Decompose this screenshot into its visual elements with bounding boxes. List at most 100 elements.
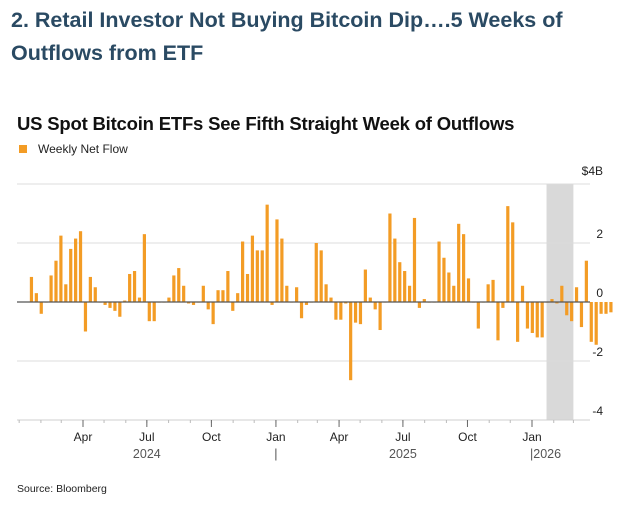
bar — [255, 250, 259, 303]
bar — [506, 206, 510, 303]
bar — [275, 219, 279, 302]
chart-title: US Spot Bitcoin ETFs See Fifth Straight … — [17, 113, 515, 134]
bar — [285, 285, 289, 302]
bar — [206, 302, 210, 310]
bar — [520, 285, 525, 302]
bar — [191, 302, 196, 305]
x-year-label: 2025 — [389, 447, 417, 461]
bar — [123, 300, 127, 302]
bar — [398, 262, 402, 303]
bars-layer — [29, 204, 613, 381]
bar — [599, 302, 603, 314]
bar — [363, 269, 367, 302]
bar — [417, 302, 421, 308]
bar — [358, 302, 363, 325]
bar — [393, 238, 397, 302]
bar — [231, 302, 235, 311]
bar — [226, 271, 230, 302]
bar — [329, 297, 333, 302]
x-tick-label: Jul — [395, 430, 410, 444]
bar — [604, 302, 608, 314]
bar — [422, 299, 426, 302]
bar — [201, 285, 205, 302]
bar — [579, 302, 584, 328]
x-tick-label: Jan — [266, 430, 285, 444]
bar — [39, 302, 43, 314]
x-tick-label: Oct — [202, 430, 221, 444]
bar — [177, 268, 181, 302]
legend-label-weekly-net-flow: Weekly Net Flow — [38, 142, 128, 156]
bar — [442, 257, 446, 302]
chart-legend: Weekly Net Flow — [19, 142, 128, 156]
bar — [530, 302, 534, 333]
bar — [349, 302, 353, 381]
bar — [186, 302, 191, 304]
bar — [103, 302, 107, 305]
bar — [83, 302, 88, 332]
bar — [403, 271, 407, 302]
bar — [353, 302, 358, 323]
y-tick-label: -2 — [592, 345, 603, 359]
bar — [34, 293, 38, 302]
y-tick-label: 0 — [596, 286, 603, 300]
bar — [216, 290, 220, 302]
bar — [128, 273, 132, 302]
bar — [172, 275, 176, 302]
bar — [167, 297, 171, 302]
bar — [69, 248, 73, 302]
x-axis: Apr Jul Oct Jan Apr Jul Oct Jan 2024 | 2025 |2026 — [17, 419, 590, 461]
bar — [211, 302, 215, 325]
bar — [118, 302, 122, 317]
bar — [78, 231, 83, 302]
bar — [29, 276, 34, 302]
bar — [245, 273, 250, 302]
bar — [570, 302, 574, 322]
y-axis-labels: $4B 2 0 -2 -4 — [582, 164, 604, 418]
bar — [108, 302, 112, 308]
y-tick-label: 2 — [596, 227, 603, 241]
bar — [368, 297, 372, 302]
bar — [525, 302, 530, 329]
x-tick-label: Jul — [139, 430, 154, 444]
x-tick-label: Apr — [330, 430, 349, 444]
bar — [113, 302, 117, 311]
bar — [260, 250, 264, 303]
bar — [299, 302, 304, 319]
bar — [466, 278, 471, 302]
bar — [221, 290, 225, 302]
bar — [59, 235, 63, 303]
bar — [132, 271, 137, 302]
bar — [88, 276, 92, 302]
bar — [486, 284, 490, 302]
bar — [64, 284, 68, 302]
bar — [555, 302, 559, 304]
bar — [147, 302, 151, 322]
bar — [560, 285, 564, 302]
bar — [93, 287, 97, 302]
bar — [304, 302, 309, 305]
bar — [496, 302, 500, 341]
bar — [319, 250, 323, 303]
bar — [241, 241, 245, 302]
bar — [49, 275, 53, 302]
bar — [437, 241, 441, 302]
bar — [182, 285, 186, 302]
x-tick-label: Jan — [522, 430, 541, 444]
bar — [378, 302, 382, 331]
bar — [236, 293, 240, 302]
bar — [584, 260, 588, 302]
bar — [462, 234, 466, 302]
bar — [511, 222, 515, 302]
bar — [447, 272, 451, 302]
bar — [334, 302, 338, 320]
bar — [535, 302, 539, 338]
bar — [339, 302, 343, 320]
bar — [324, 284, 328, 302]
x-year-label: | — [274, 447, 277, 461]
x-tick-label: Oct — [458, 430, 477, 444]
bar — [476, 302, 480, 329]
bar — [137, 297, 142, 302]
bar — [457, 223, 461, 302]
bar — [280, 238, 284, 302]
